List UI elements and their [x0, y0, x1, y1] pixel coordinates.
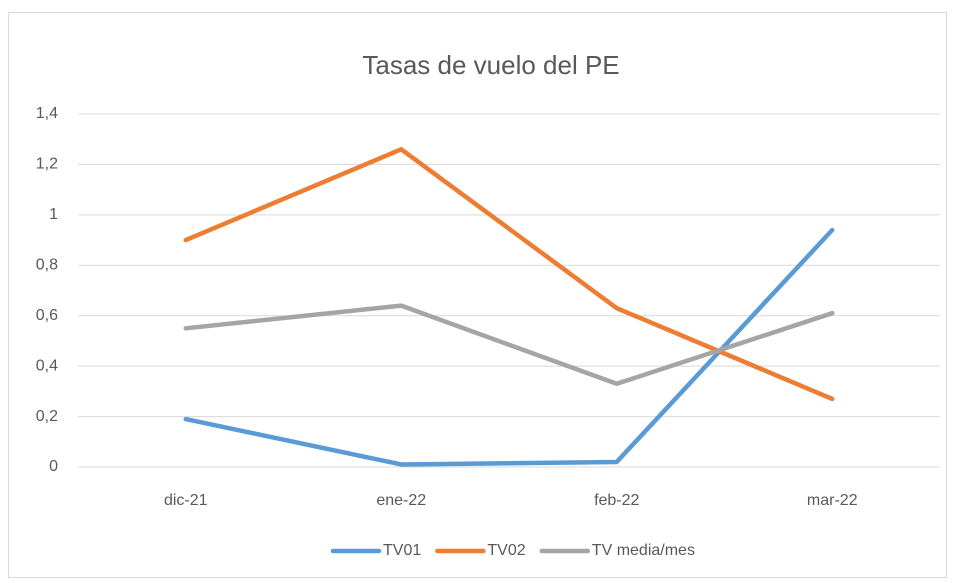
y-tick-label: 0: [49, 458, 58, 475]
series-line: [183, 227, 835, 467]
legend-label: TV media/mes: [592, 542, 695, 559]
series-line: [183, 303, 835, 387]
x-tick-label: mar-22: [807, 492, 858, 509]
legend-label: TV01: [383, 542, 421, 559]
series-line: [183, 147, 835, 402]
y-tick-label: 0,4: [36, 357, 58, 374]
x-tick-label: ene-22: [376, 492, 426, 509]
legend-label: TV02: [487, 542, 525, 559]
x-tick-label: dic-21: [164, 492, 208, 509]
y-tick-label: 1,2: [36, 156, 58, 173]
y-tick-label: 1: [49, 206, 58, 223]
chart-title: Tasas de vuelo del PE: [362, 50, 619, 80]
y-tick-label: 0,8: [36, 257, 58, 274]
y-tick-label: 0,6: [36, 307, 58, 324]
x-tick-label: feb-22: [594, 492, 639, 509]
y-tick-label: 0,2: [36, 408, 58, 425]
chart-border: [8, 12, 947, 578]
y-tick-label: 1,4: [36, 105, 58, 122]
